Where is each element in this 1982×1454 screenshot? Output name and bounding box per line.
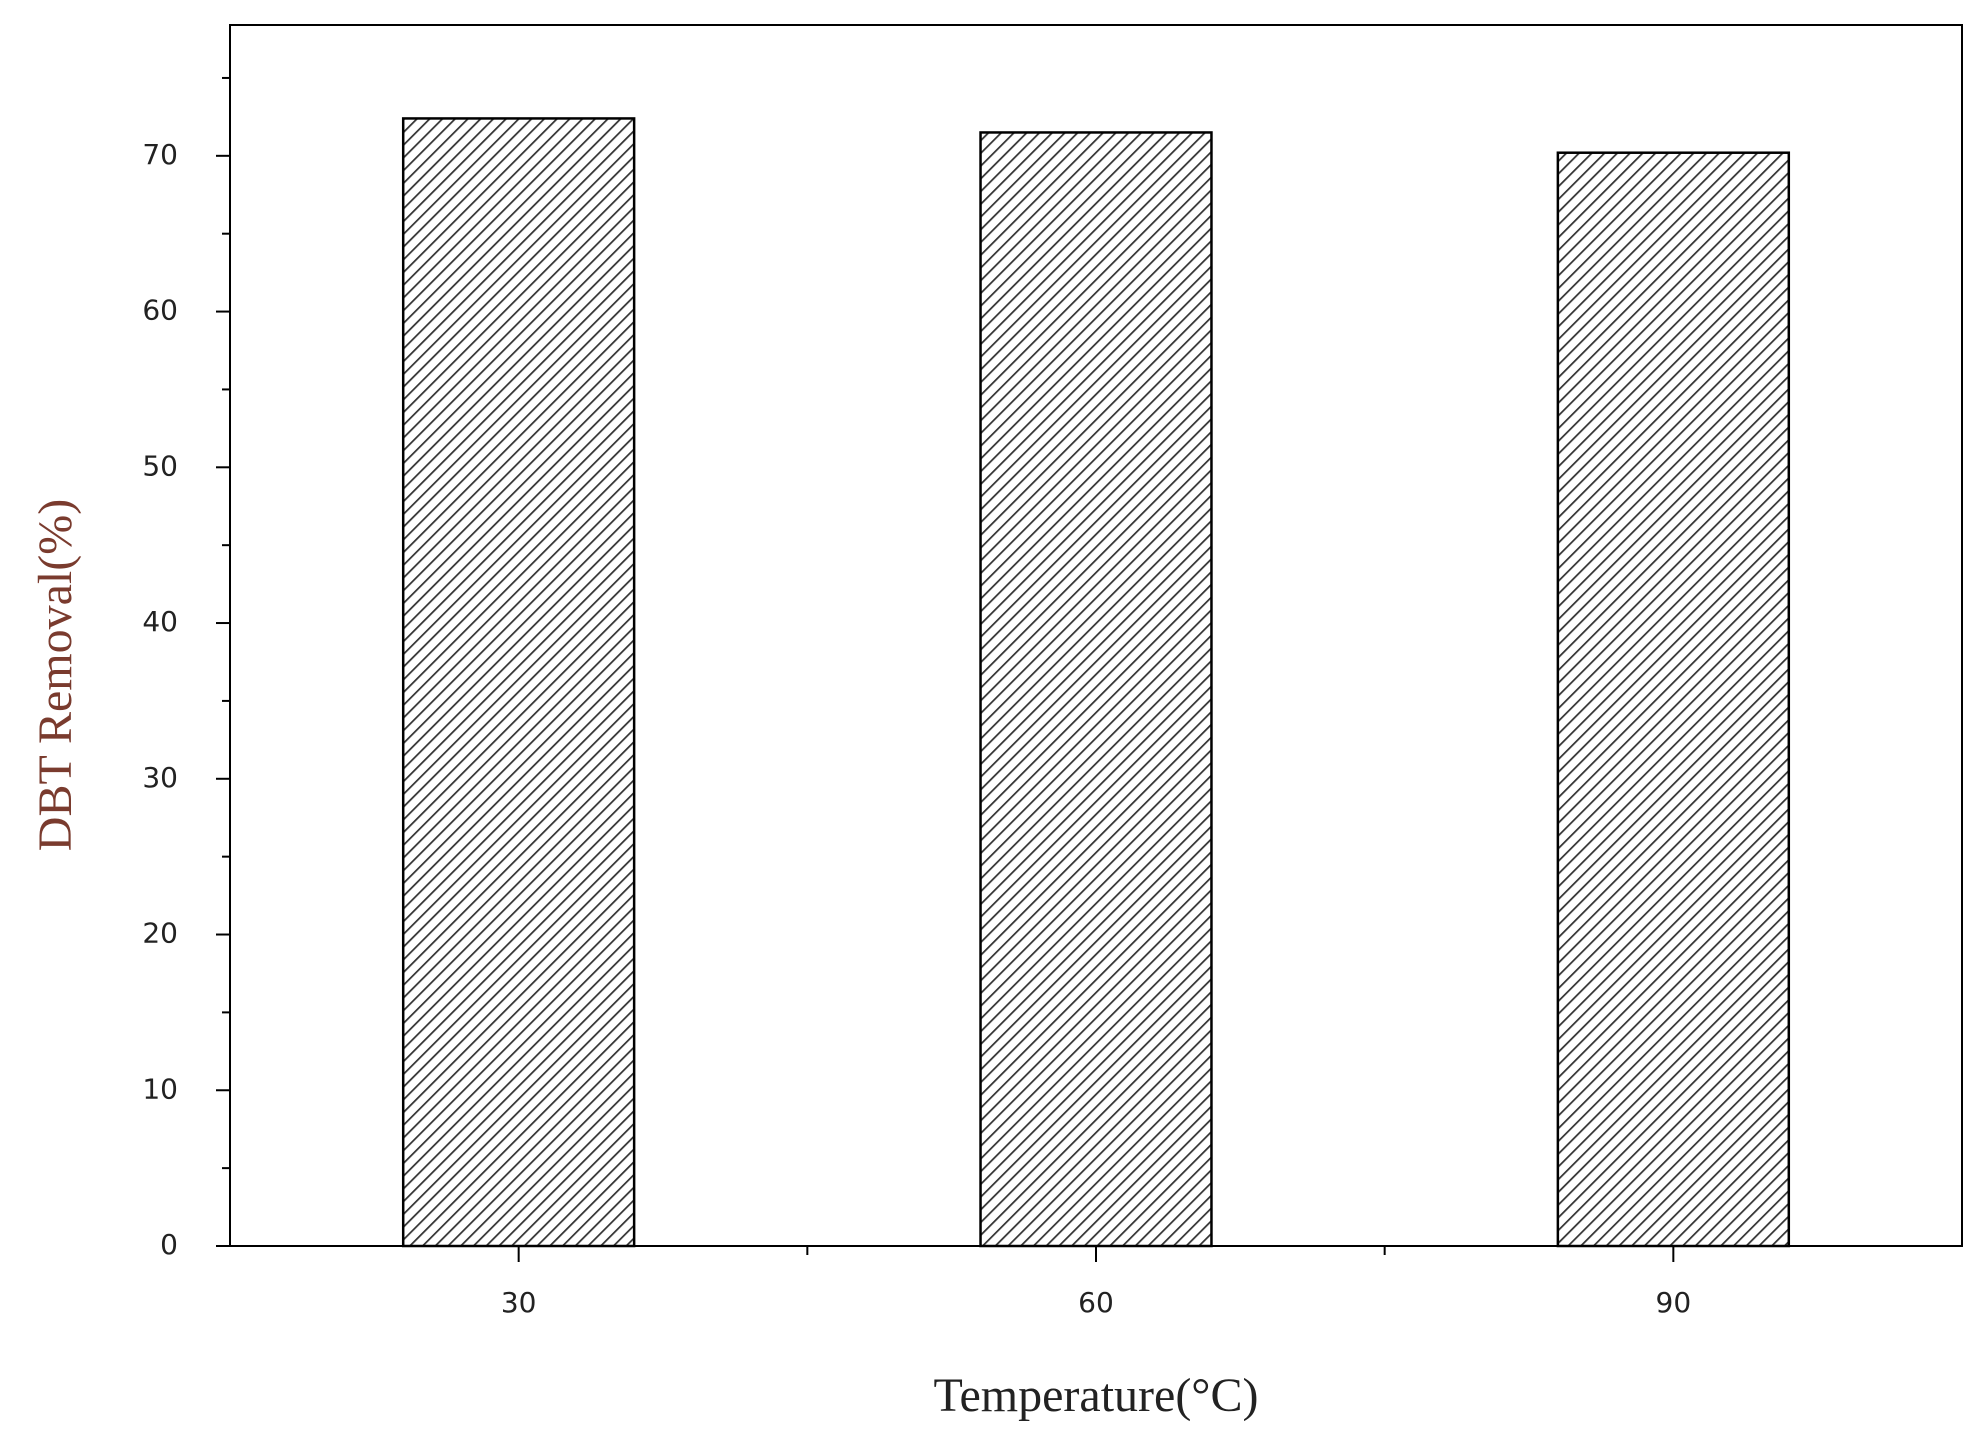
y-tick-label: 0	[160, 1228, 178, 1261]
y-tick-label: 10	[142, 1072, 178, 1105]
bar	[1556, 151, 1791, 1248]
x-tick-label: 30	[501, 1286, 537, 1319]
y-tick-label: 30	[142, 761, 178, 794]
x-axis-label: Temperature(°C)	[933, 1369, 1258, 1422]
bar	[979, 131, 1213, 1248]
bar	[401, 117, 636, 1248]
y-tick-label: 70	[142, 138, 178, 171]
y-axis-label: DBT Removal(%)	[29, 499, 82, 851]
x-tick-label: 60	[1078, 1286, 1114, 1319]
x-tick-label: 90	[1656, 1286, 1692, 1319]
y-tick-label: 40	[142, 605, 178, 638]
y-tick-label: 50	[142, 449, 178, 482]
y-tick-label: 60	[142, 294, 178, 327]
y-tick-label: 20	[142, 917, 178, 950]
